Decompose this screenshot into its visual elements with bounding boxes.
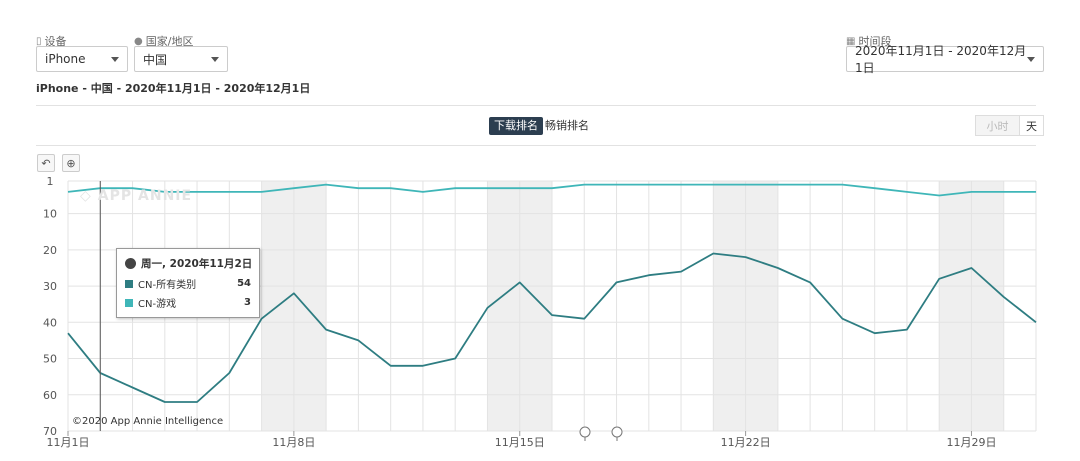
granularity-day-button[interactable]: 天	[1019, 115, 1044, 136]
y-tick-label: 70	[43, 425, 57, 438]
x-tick-label: 11月8日	[272, 436, 315, 449]
range-handle-knob[interactable]	[579, 426, 591, 438]
tooltip-header: 周一, 2020年11月2日	[125, 256, 252, 271]
y-tick-label: 20	[43, 244, 57, 257]
globe-icon: ●	[134, 35, 143, 47]
device-label: ▯ 设备	[36, 35, 67, 48]
y-tick-label: 40	[43, 316, 57, 329]
tooltip-row: CN-所有类别 54	[125, 276, 251, 291]
copyright-text: ©2020 App Annie Intelligence	[72, 416, 224, 427]
x-tick-label: 11月15日	[495, 436, 545, 449]
period-select[interactable]: 2020年11月1日 - 2020年12月1日	[846, 44, 1044, 75]
page-subtitle: iPhone - 中国 - 2020年11月1日 - 2020年12月1日	[36, 82, 311, 95]
chevron-down-icon	[111, 56, 119, 62]
granularity-hour-button[interactable]: 小时	[975, 115, 1020, 136]
series-swatch	[125, 279, 133, 288]
watermark: ◇ APP ANNIE	[80, 188, 193, 204]
y-tick-label: 30	[43, 280, 57, 293]
globe-icon	[125, 258, 136, 269]
divider	[36, 145, 1036, 146]
chevron-down-icon	[211, 56, 219, 62]
chart-tooltip: 周一, 2020年11月2日 CN-所有类别 54 CN-游戏 3	[116, 248, 260, 318]
y-tick-label: 1	[47, 175, 54, 188]
x-tick-label: 11月1日	[47, 436, 90, 449]
undo-icon: ↶	[41, 156, 51, 170]
tooltip-row: CN-游戏 3	[125, 295, 251, 310]
device-select[interactable]: iPhone	[36, 46, 128, 72]
reset-zoom-button[interactable]: ↶	[37, 154, 55, 172]
x-tick-label: 11月22日	[721, 436, 771, 449]
tab-downloads[interactable]: 下载排名	[489, 117, 543, 135]
series-line	[67, 252, 1037, 403]
mobile-icon: ▯	[36, 35, 42, 47]
y-tick-label: 10	[43, 208, 57, 221]
series-line	[67, 183, 1036, 197]
range-handle-knob[interactable]	[611, 426, 623, 438]
y-tick-label: 60	[43, 389, 57, 402]
range-handle[interactable]	[579, 426, 591, 441]
period-label: ▦ 时间段	[846, 35, 892, 48]
y-tick-label: 50	[43, 353, 57, 366]
x-tick-label: 11月29日	[946, 436, 996, 449]
tab-grossing[interactable]: 畅销排名	[545, 119, 589, 132]
calendar-icon: ▦	[846, 35, 856, 47]
range-handle[interactable]	[611, 426, 623, 441]
zoom-icon: ⊕	[66, 156, 76, 170]
chevron-down-icon	[1027, 56, 1035, 62]
country-select[interactable]: 中国	[134, 46, 228, 72]
divider	[36, 105, 1036, 106]
series-swatch	[125, 298, 133, 307]
zoom-button[interactable]: ⊕	[62, 154, 80, 172]
diamond-logo-icon: ◇	[80, 188, 92, 204]
country-label: ● 国家/地区	[134, 35, 194, 48]
